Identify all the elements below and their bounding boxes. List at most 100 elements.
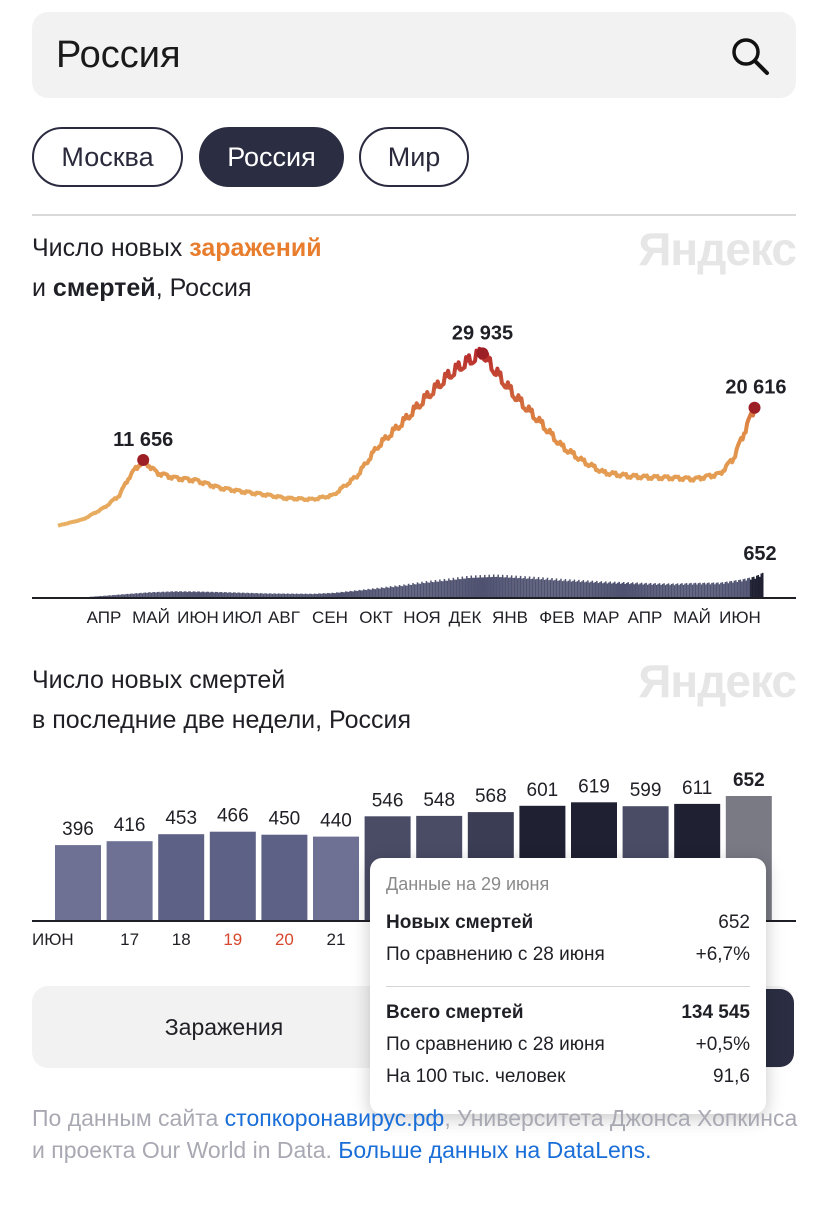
death-bar <box>282 593 284 598</box>
datalens-link[interactable]: Больше данных на DataLens. <box>338 1137 652 1163</box>
death-bar <box>391 586 393 598</box>
death-bar <box>223 592 226 598</box>
tooltip-total-value: 134 545 <box>681 1002 750 1023</box>
x-tick-label: ОКТ <box>359 608 393 627</box>
death-bar <box>666 583 668 598</box>
stopcoronavirus-link[interactable]: стопкоронавирус.рф <box>224 1105 445 1131</box>
death-bar <box>303 594 305 598</box>
death-bar <box>478 577 480 598</box>
death-bar <box>640 582 643 598</box>
x-tick-label: МАР <box>583 608 620 627</box>
death-bar <box>244 593 247 598</box>
death-bar <box>510 575 513 598</box>
death-bar <box>114 595 117 598</box>
death-bar <box>470 575 473 598</box>
death-bar <box>294 594 296 598</box>
death-bar <box>258 593 260 598</box>
death-bar <box>228 592 230 598</box>
death-bar <box>333 592 335 598</box>
death-bar <box>400 585 402 598</box>
death-bar <box>316 594 319 598</box>
death-bar <box>123 594 126 598</box>
death-day-bar[interactable] <box>55 845 101 921</box>
bar-value-label: 450 <box>269 809 301 830</box>
deaths-peak-label: 652 <box>743 543 776 565</box>
death-bar <box>460 579 462 598</box>
death-bar <box>527 578 529 598</box>
death-bar <box>418 583 420 598</box>
search-bar[interactable]: Россия <box>32 12 796 98</box>
x-tick-label: ЯНВ <box>492 608 528 627</box>
death-bar <box>150 592 153 598</box>
death-bar <box>144 592 147 598</box>
death-bar <box>179 591 181 598</box>
death-bar <box>693 583 695 598</box>
death-bar <box>642 584 644 598</box>
death-bar <box>137 593 139 598</box>
death-bar <box>685 583 688 598</box>
death-bar <box>524 576 526 598</box>
divider <box>32 214 796 216</box>
death-bar <box>530 579 532 598</box>
footer-prefix: По данным сайта <box>32 1105 225 1131</box>
death-bar <box>581 581 583 598</box>
death-bar <box>543 579 546 598</box>
death-bar <box>684 583 686 598</box>
chip-moscow[interactable]: Москва <box>32 127 183 187</box>
death-bar <box>579 582 582 598</box>
death-bar <box>679 583 682 598</box>
death-bar <box>569 579 571 598</box>
death-bar <box>365 590 368 598</box>
death-day-bar[interactable] <box>261 834 308 921</box>
death-bar <box>738 579 740 598</box>
death-bar <box>374 589 377 598</box>
death-bar <box>620 583 622 598</box>
death-bar <box>646 584 649 598</box>
chip-russia[interactable]: Россия <box>199 127 344 187</box>
death-bar <box>108 595 111 598</box>
death-day-bar[interactable] <box>313 836 359 921</box>
death-bar <box>126 593 129 598</box>
chart1-title-line2-prefix: и <box>32 274 53 302</box>
death-bar <box>572 580 574 598</box>
death-bar <box>711 582 713 598</box>
death-bar <box>513 577 516 598</box>
death-bar <box>334 593 337 598</box>
death-bar <box>664 585 667 598</box>
death-bar <box>705 584 707 598</box>
death-bar <box>697 583 700 598</box>
death-bar <box>757 574 760 598</box>
data-tooltip: Данные на 29 июня Новых смертей 652 По с… <box>370 858 766 1114</box>
death-day-bar[interactable] <box>209 831 256 921</box>
death-bar <box>537 577 540 598</box>
x-tick-label: 21 <box>327 930 346 949</box>
death-bar <box>412 583 414 598</box>
death-bar <box>213 592 215 598</box>
search-icon[interactable] <box>730 36 770 76</box>
death-bar <box>655 584 658 598</box>
death-bar <box>409 584 411 598</box>
death-bar <box>730 580 733 598</box>
death-bar <box>634 583 637 598</box>
death-bar <box>696 584 698 598</box>
death-bar <box>340 591 342 598</box>
death-bar <box>397 586 399 598</box>
death-bar <box>533 576 535 598</box>
death-bar <box>125 594 127 598</box>
death-bar <box>201 591 203 598</box>
death-day-bar[interactable] <box>106 841 153 921</box>
chip-world[interactable]: Мир <box>359 127 469 187</box>
search-input[interactable]: Россия <box>56 34 181 76</box>
death-bar <box>274 593 277 598</box>
death-day-bar[interactable] <box>158 834 205 921</box>
death-bar <box>467 578 470 598</box>
death-bar <box>485 577 487 598</box>
tooltip-cmp2-label: По сравнению с 28 июня <box>386 1034 605 1055</box>
tab-infections[interactable]: Заражения <box>164 1014 284 1040</box>
death-bar <box>531 578 534 598</box>
death-bar <box>249 593 251 598</box>
death-bar <box>267 593 269 598</box>
bar-value-label: 396 <box>62 819 94 840</box>
chart1-title-suffix: , Россия <box>155 274 252 302</box>
